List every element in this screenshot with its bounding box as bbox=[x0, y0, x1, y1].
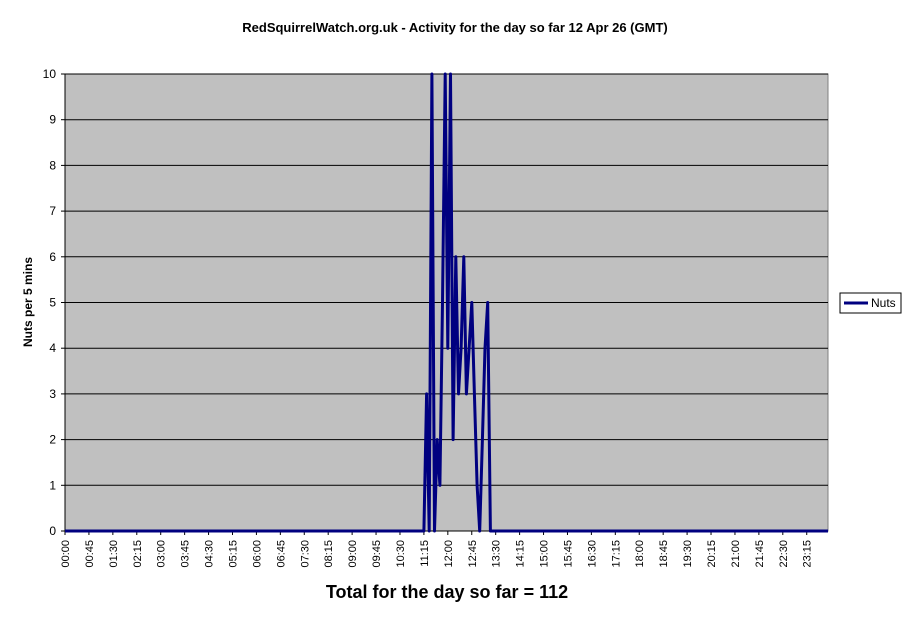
x-tick-label-2015: 20:15 bbox=[706, 540, 718, 568]
y-tick-label-1: 1 bbox=[49, 478, 56, 492]
x-tick-label-0000: 00:00 bbox=[60, 540, 72, 568]
series-line-nuts bbox=[65, 72, 828, 533]
x-tick-label-0215: 02:15 bbox=[132, 540, 144, 568]
x-tick-label-1115: 11:15 bbox=[419, 540, 431, 567]
y-tick-label-3: 3 bbox=[49, 387, 56, 401]
series-layer bbox=[65, 72, 828, 533]
x-tick-label-0645: 06:45 bbox=[275, 540, 287, 568]
x-tick-label-1330: 13:30 bbox=[491, 540, 503, 568]
x-tick-label-1415: 14:15 bbox=[515, 540, 527, 568]
x-tick-label-0600: 06:00 bbox=[251, 540, 263, 568]
y-tick-label-8: 8 bbox=[49, 158, 56, 172]
y-tick-label-10: 10 bbox=[43, 67, 57, 81]
y-tick-label-5: 5 bbox=[49, 296, 56, 310]
x-tick-label-0515: 05:15 bbox=[227, 540, 239, 568]
x-tick-label-1200: 12:00 bbox=[443, 540, 455, 568]
x-axis-ticks: 00:00 00:45 01:30 02:15 03:00 03:45 04:30 05:15… bbox=[60, 531, 814, 568]
x-tick-label-1500: 15:00 bbox=[539, 540, 551, 568]
x-tick-label-2230: 22:30 bbox=[778, 540, 790, 568]
x-tick-label-1630: 16:30 bbox=[586, 540, 598, 568]
x-tick-label-0300: 03:00 bbox=[156, 540, 168, 568]
legend-box bbox=[839, 292, 902, 314]
y-tick-label-0: 0 bbox=[49, 524, 56, 538]
x-tick-label-0900: 09:00 bbox=[347, 540, 359, 568]
x-tick-label-0730: 07:30 bbox=[299, 540, 311, 568]
x-tick-label-1245: 12:45 bbox=[467, 540, 479, 568]
x-tick-label-0345: 03:45 bbox=[180, 540, 192, 568]
x-tick-label-2100: 21:00 bbox=[730, 540, 742, 568]
y-axis-label: Nuts per 5 mins bbox=[21, 257, 35, 347]
legend-label-nuts: Nuts bbox=[871, 296, 896, 310]
x-tick-label-1715: 17:15 bbox=[610, 540, 622, 568]
x-tick-label-1930: 19:30 bbox=[682, 540, 694, 568]
y-tick-label-2: 2 bbox=[49, 433, 56, 447]
x-tick-label-0945: 09:45 bbox=[371, 540, 383, 568]
chart-title: RedSquirrelWatch.org.uk - Activity for t… bbox=[242, 20, 667, 35]
y-tick-label-4: 4 bbox=[49, 341, 56, 355]
x-tick-label-2315: 23:15 bbox=[802, 540, 814, 568]
x-tick-label-1545: 15:45 bbox=[562, 540, 574, 568]
y-axis-ticks: 0 1 2 3 4 5 6 7 8 9 10 bbox=[43, 67, 65, 538]
y-tick-label-7: 7 bbox=[49, 204, 56, 218]
x-tick-label-0045: 00:45 bbox=[84, 540, 96, 568]
legend: Nuts bbox=[839, 292, 902, 314]
x-tick-label-1845: 18:45 bbox=[658, 540, 670, 568]
y-tick-label-6: 6 bbox=[49, 250, 56, 264]
total-for-day-text: Total for the day so far = 112 bbox=[326, 582, 568, 602]
x-tick-label-1030: 10:30 bbox=[395, 540, 407, 568]
x-tick-label-2145: 21:45 bbox=[754, 540, 766, 568]
x-tick-label-1800: 18:00 bbox=[634, 540, 646, 568]
y-tick-label-9: 9 bbox=[49, 113, 56, 127]
x-tick-label-0430: 04:30 bbox=[204, 540, 216, 568]
x-tick-label-0815: 08:15 bbox=[323, 540, 335, 568]
x-tick-label-0130: 01:30 bbox=[108, 540, 120, 568]
